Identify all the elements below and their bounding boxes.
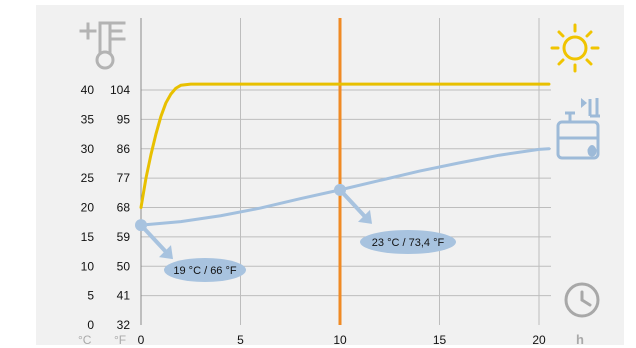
chart-background xyxy=(36,5,624,345)
y-tick-label-celsius: 30 xyxy=(81,142,95,156)
y-tick-label-celsius: 10 xyxy=(81,259,95,273)
marker-callout: 19 °C / 66 °F xyxy=(135,219,246,282)
x-tick-label: 5 xyxy=(237,333,244,347)
marker-point xyxy=(334,183,346,196)
y-tick-label-fahrenheit: 32 xyxy=(117,318,131,332)
y-tick-label-fahrenheit: 104 xyxy=(110,83,130,97)
callout-label: 19 °C / 66 °F xyxy=(173,265,236,277)
callout-bubble xyxy=(360,230,456,254)
callout-label: 23 °C / 73,4 °F xyxy=(372,237,445,249)
y-unit-celsius: °C xyxy=(78,333,92,347)
series-line-blue xyxy=(139,147,551,227)
x-tick-labels: 0 5 10 15 20 xyxy=(138,333,546,347)
y-tick-label-celsius: 25 xyxy=(81,171,95,185)
x-unit-label: h xyxy=(576,332,584,347)
clock-icon xyxy=(564,282,600,318)
y-tick-label-celsius: 35 xyxy=(81,112,95,126)
thermometer-plus-icon xyxy=(79,21,126,70)
y-tick-label-celsius: 40 xyxy=(81,83,95,97)
x-tick-label: 15 xyxy=(433,333,447,347)
y-tick-label-fahrenheit: 59 xyxy=(117,230,131,244)
callout-arrow xyxy=(139,223,171,258)
marker-callout: 23 °C / 73,4 °F xyxy=(334,183,456,254)
y-tick-label-fahrenheit: 50 xyxy=(117,259,131,273)
y-tick-label-fahrenheit: 86 xyxy=(117,142,131,156)
marker-point xyxy=(135,219,147,232)
y-tick-label-fahrenheit: 41 xyxy=(117,289,131,303)
axes: °C °F h xyxy=(78,18,584,347)
x-tick-label: 20 xyxy=(532,333,546,347)
y-tick-label-fahrenheit: 68 xyxy=(117,201,131,215)
y-tick-label-fahrenheit: 77 xyxy=(117,171,131,185)
arrow-head xyxy=(358,209,372,224)
markers: 19 °C / 66 °F 23 °C / 73,4 °F xyxy=(135,183,456,282)
arrow-head xyxy=(159,245,173,260)
y-tick-label-celsius: 15 xyxy=(81,230,95,244)
series-lines xyxy=(139,82,551,227)
y-tick-label-celsius: 5 xyxy=(87,289,94,303)
y-tick-label-celsius: 20 xyxy=(81,201,95,215)
sun-icon xyxy=(550,23,600,73)
y-tick-label-celsius: 0 xyxy=(87,318,94,332)
water-heater-icon xyxy=(556,98,600,160)
x-tick-label: 10 xyxy=(333,333,347,347)
callout-bubble xyxy=(164,258,246,282)
series-line-yellow xyxy=(139,82,551,209)
x-tick-label: 0 xyxy=(138,333,145,347)
y-tick-labels: 0 32 5 41 10 50 15 59 20 68 25 77 30 86 35 95 40 104 xyxy=(81,83,131,332)
callout-arrow xyxy=(338,187,370,222)
y-unit-fahrenheit: °F xyxy=(114,333,126,347)
y-tick-label-fahrenheit: 95 xyxy=(117,112,131,126)
